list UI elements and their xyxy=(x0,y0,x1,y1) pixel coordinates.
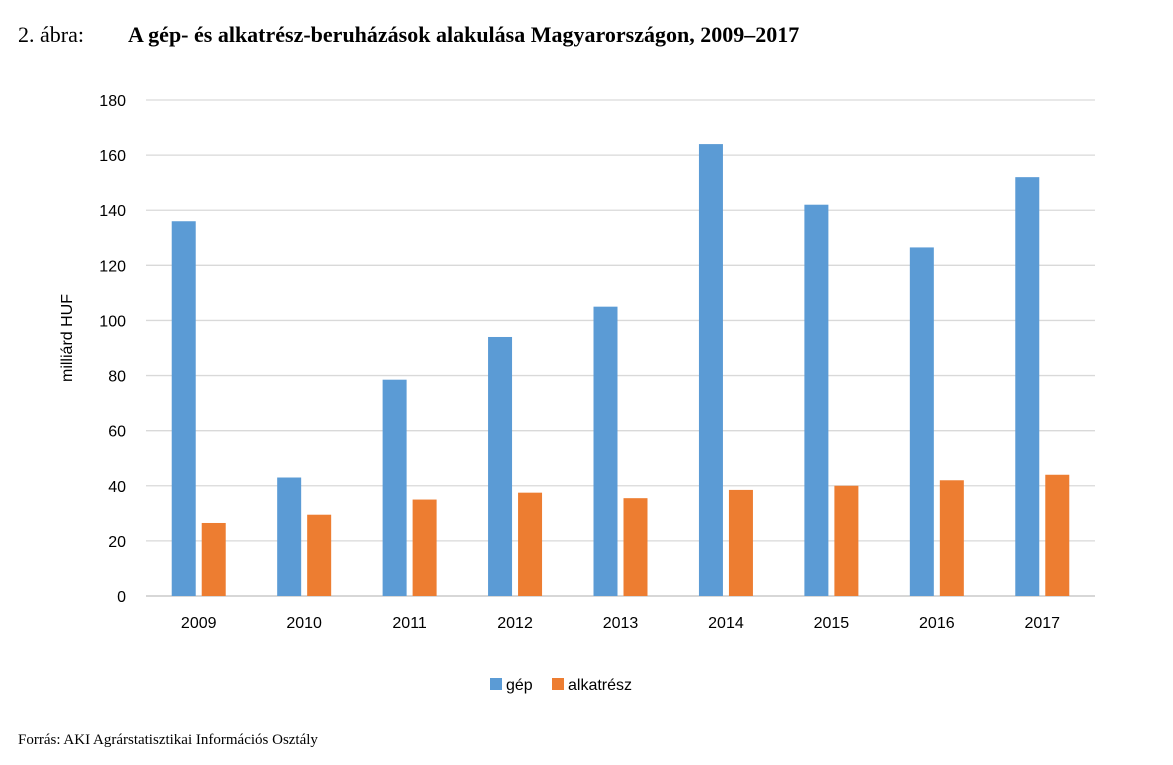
bar-gep-2010 xyxy=(277,477,302,596)
bar-gep-2017 xyxy=(1015,177,1040,596)
y-tick-label: 140 xyxy=(99,203,126,220)
bar-alkatresz-2009 xyxy=(201,522,226,596)
bar-alkatresz-2017 xyxy=(1045,474,1070,596)
bar-gep-2014 xyxy=(698,144,723,597)
bar-alkatresz-2014 xyxy=(728,489,753,596)
y-tick-label: 120 xyxy=(99,258,126,275)
x-tick-label: 2011 xyxy=(392,615,427,632)
y-tick-label: 0 xyxy=(117,589,126,606)
bar-alkatresz-2010 xyxy=(307,514,332,596)
y-tick-label: 60 xyxy=(108,424,126,441)
bar-alkatresz-2011 xyxy=(412,499,437,596)
bar-alkatresz-2013 xyxy=(623,498,648,596)
legend-label: alkatrész xyxy=(568,677,632,694)
gridlines xyxy=(146,99,1095,597)
y-tick-label: 20 xyxy=(108,534,126,551)
x-tick-label: 2009 xyxy=(181,615,217,632)
bar-alkatresz-2016 xyxy=(939,480,964,596)
x-tick-label: 2012 xyxy=(497,615,533,632)
bar-alkatresz-2015 xyxy=(834,485,859,596)
figure-title: A gép- és alkatrész-beruházások alakulás… xyxy=(128,22,800,47)
figure-label: 2. ábra: xyxy=(18,22,84,47)
x-tick-label: 2014 xyxy=(708,615,744,632)
bar-gep-2012 xyxy=(488,336,513,596)
y-tick-label: 180 xyxy=(99,93,126,110)
y-tick-label: 40 xyxy=(108,479,126,496)
y-tick-label: 100 xyxy=(99,313,126,330)
x-tick-label: 2015 xyxy=(814,615,850,632)
bar-gep-2011 xyxy=(382,379,407,596)
legend-swatch xyxy=(490,678,502,690)
legend-swatch xyxy=(552,678,564,690)
x-tick-label: 2013 xyxy=(603,615,639,632)
legend-label: gép xyxy=(506,677,533,694)
y-axis-label: milliárd HUF xyxy=(59,294,76,382)
y-tick-label: 80 xyxy=(108,369,126,386)
bars xyxy=(171,144,1070,597)
bar-gep-2009 xyxy=(171,221,196,596)
y-axis-tick-labels: 0 20 40 60 80 100 120 140 160 180 xyxy=(99,93,126,606)
bar-gep-2013 xyxy=(593,306,618,596)
bar-alkatresz-2012 xyxy=(518,492,543,596)
x-tick-label: 2016 xyxy=(919,615,955,632)
bar-gep-2016 xyxy=(909,247,934,596)
x-axis-tick-labels: 2009 2010 2011 2012 2013 2014 2015 2016 2017 xyxy=(181,615,1060,632)
x-tick-label: 2010 xyxy=(286,615,322,632)
source-note: Forrás: AKI Agrárstatisztikai Információ… xyxy=(18,732,318,748)
legend: gép alkatrész xyxy=(490,677,632,694)
y-tick-label: 160 xyxy=(99,148,126,165)
bar-gep-2015 xyxy=(804,204,829,596)
x-tick-label: 2017 xyxy=(1024,615,1060,632)
